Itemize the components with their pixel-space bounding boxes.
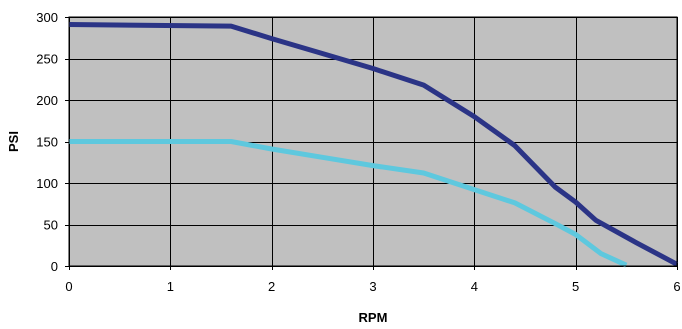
y-tick-labels: 0 50 100 150 200 250 300: [36, 10, 58, 274]
y-tick-label: 150: [36, 135, 58, 150]
y-tick-label: 250: [36, 52, 58, 67]
y-tick-label: 100: [36, 176, 58, 191]
x-tick-label: 4: [471, 279, 478, 294]
y-tick-label: 200: [36, 93, 58, 108]
x-tick-label: 3: [369, 279, 376, 294]
x-tick-label: 2: [268, 279, 275, 294]
x-tick-label: 5: [572, 279, 579, 294]
x-axis-title: RPM: [359, 310, 388, 325]
series-lines: [68, 22, 679, 268]
x-tick-label: 6: [673, 279, 680, 294]
series-line-2: [69, 139, 628, 268]
y-tick-label: 300: [36, 10, 58, 25]
series-line-1: [68, 22, 679, 267]
y-axis-title: PSI: [6, 131, 21, 152]
x-tick-label: 0: [65, 279, 72, 294]
x-tick-labels: 0 1 2 3 4 5 6: [65, 279, 680, 294]
y-tick-label: 50: [44, 218, 58, 233]
x-tick-label: 1: [167, 279, 174, 294]
plot-border: [68, 16, 678, 267]
y-tick-label: 0: [51, 259, 58, 274]
